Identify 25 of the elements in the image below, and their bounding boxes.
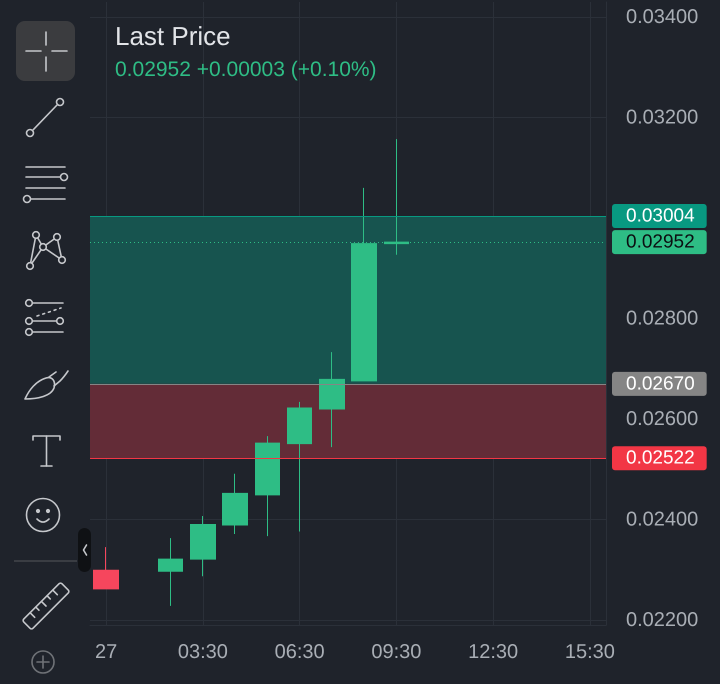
candlestick [93, 546, 119, 590]
y-tick-label: 0.02400 [626, 508, 698, 530]
x-tick-label: 12:30 [468, 641, 518, 663]
y-tick-label: 0.03200 [626, 106, 698, 129]
text: 0.02952 +0.00003 (+0.10%) [115, 58, 377, 81]
candlestick [158, 538, 183, 606]
ref-line-label: 0.03004 [626, 206, 696, 227]
ref-line-label: 0.02670 [626, 373, 695, 394]
x-tick-label: 03:30 [178, 641, 228, 663]
y-tick-label: 0.02800 [626, 308, 698, 330]
candlestick [319, 352, 345, 448]
x-tick-label: 09:30 [371, 641, 422, 663]
x-tick-label: 15:30 [564, 641, 615, 663]
candlestick [255, 436, 280, 537]
text: Last Price [115, 21, 231, 51]
ref-line-label: 0.02522 [626, 448, 695, 469]
y-tick-label: 0.02600 [626, 408, 698, 430]
x-tick-label: 27 [95, 641, 118, 663]
candlestick [287, 401, 312, 532]
x-tick-label: 06:30 [274, 641, 325, 663]
candlestick [190, 515, 216, 577]
y-tick-label: 0.03400 [626, 6, 698, 28]
ref-line-label: 0.02952 [626, 232, 695, 253]
candlestick [222, 473, 248, 535]
y-tick-label: 0.02200 [626, 608, 698, 631]
